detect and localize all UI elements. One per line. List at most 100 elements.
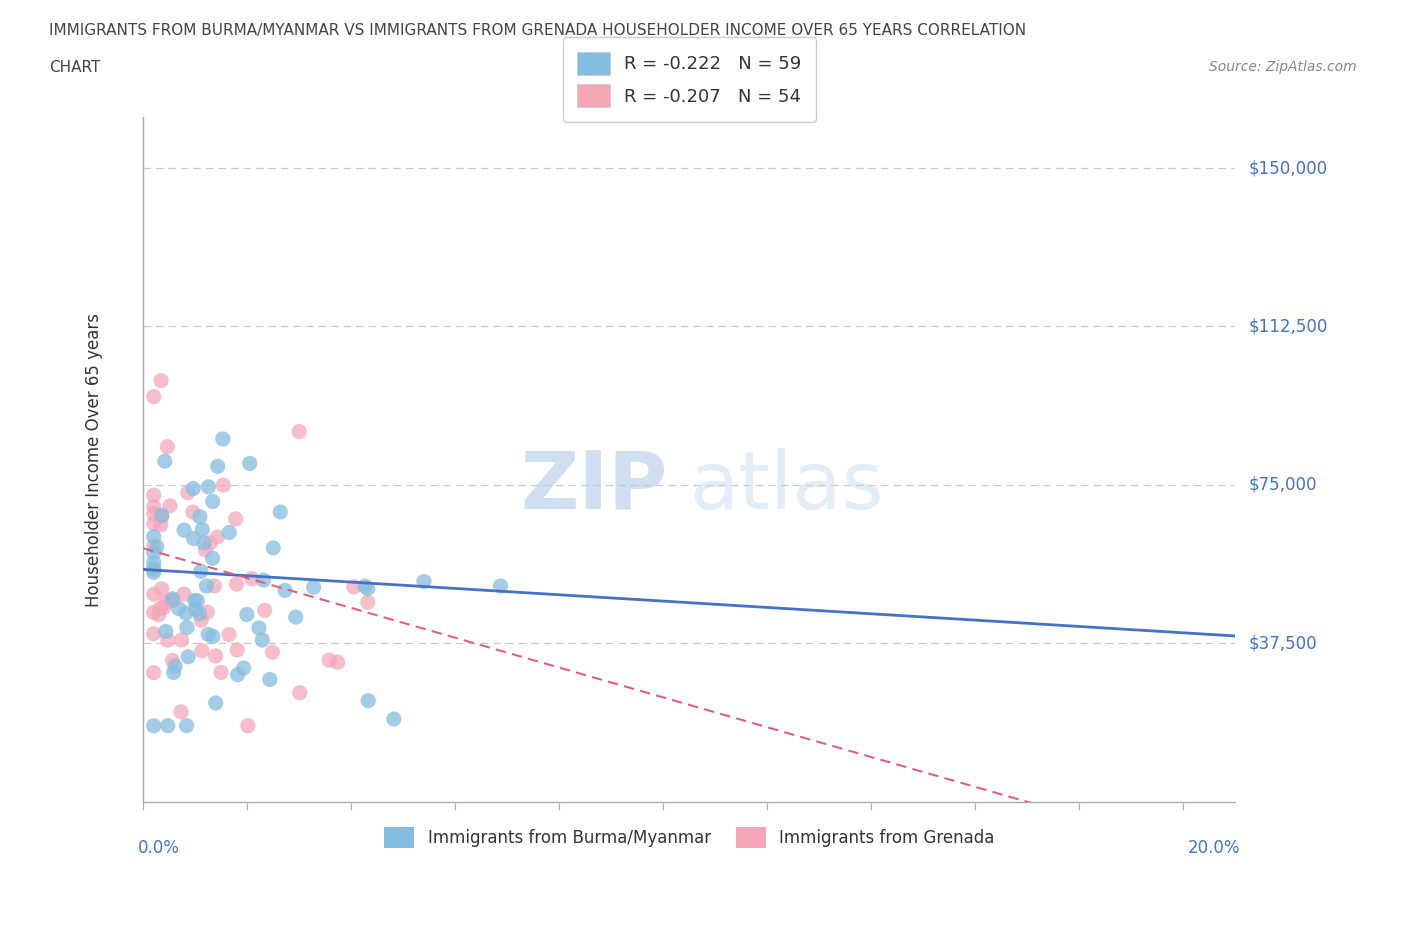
Point <box>148 607 170 622</box>
Text: ZIP: ZIP <box>520 448 668 526</box>
Text: 0.0%: 0.0% <box>138 840 180 857</box>
Point <box>170 632 193 647</box>
Point <box>181 505 204 520</box>
Point <box>142 499 165 514</box>
Point <box>202 578 225 593</box>
Point <box>173 523 195 538</box>
Text: $37,500: $37,500 <box>1249 634 1317 652</box>
Point <box>162 591 184 606</box>
Point <box>173 587 195 602</box>
Point <box>156 632 179 647</box>
Point <box>186 593 208 608</box>
Point <box>236 607 259 622</box>
Point <box>302 579 325 594</box>
Point <box>183 593 205 608</box>
Point <box>177 649 200 664</box>
Point <box>284 610 307 625</box>
Point <box>145 539 167 554</box>
Point <box>142 718 165 733</box>
Point <box>176 718 198 733</box>
Point <box>201 551 224 565</box>
Point <box>288 685 311 700</box>
Point <box>253 573 276 588</box>
Point <box>150 373 173 388</box>
Point <box>204 696 226 711</box>
Text: $112,500: $112,500 <box>1249 317 1327 336</box>
Point <box>239 456 262 471</box>
Point <box>262 540 284 555</box>
Point <box>382 711 405 726</box>
Point <box>207 529 229 544</box>
Point <box>142 529 165 544</box>
Point <box>274 583 297 598</box>
Point <box>160 593 183 608</box>
Point <box>343 579 366 594</box>
Point <box>226 643 249 658</box>
Point <box>357 595 380 610</box>
Text: 20.0%: 20.0% <box>1188 840 1240 857</box>
Point <box>142 555 165 570</box>
Point <box>142 516 165 531</box>
Point <box>184 602 207 617</box>
Point <box>155 624 177 639</box>
Point <box>167 601 190 616</box>
Point <box>197 479 219 494</box>
Point <box>357 693 380 708</box>
Point <box>240 571 263 586</box>
Point <box>142 587 165 602</box>
Point <box>190 613 212 628</box>
Point <box>176 620 198 635</box>
Point <box>142 563 165 578</box>
Point <box>150 508 173 523</box>
Point <box>181 481 204 496</box>
Point <box>354 578 377 593</box>
Point <box>156 439 179 454</box>
Point <box>209 665 232 680</box>
Point <box>326 655 349 670</box>
Point <box>226 668 249 683</box>
Point <box>193 536 215 551</box>
Point <box>198 536 221 551</box>
Point <box>195 578 218 593</box>
Point <box>142 561 165 576</box>
Point <box>197 627 219 642</box>
Legend: Immigrants from Burma/Myanmar, Immigrants from Grenada: Immigrants from Burma/Myanmar, Immigrant… <box>378 820 1001 855</box>
Point <box>212 478 235 493</box>
Point <box>142 565 165 579</box>
Point <box>190 564 212 578</box>
Point <box>252 632 274 647</box>
Point <box>207 458 229 473</box>
Point <box>155 595 177 610</box>
Text: $75,000: $75,000 <box>1249 476 1317 494</box>
Text: Source: ZipAtlas.com: Source: ZipAtlas.com <box>1209 60 1357 74</box>
Point <box>150 509 173 524</box>
Point <box>150 581 173 596</box>
Point <box>170 704 193 719</box>
Point <box>247 620 270 635</box>
Point <box>191 644 214 658</box>
Text: IMMIGRANTS FROM BURMA/MYANMAR VS IMMIGRANTS FROM GRENADA HOUSEHOLDER INCOME OVER: IMMIGRANTS FROM BURMA/MYANMAR VS IMMIGRA… <box>49 23 1026 38</box>
Point <box>152 601 174 616</box>
Point <box>489 578 512 593</box>
Point <box>201 629 224 644</box>
Point <box>212 432 235 446</box>
Point <box>232 660 254 675</box>
Point <box>162 592 184 607</box>
Point <box>204 648 226 663</box>
Point <box>225 577 247 591</box>
Point <box>142 538 165 553</box>
Point <box>188 510 211 525</box>
Point <box>188 606 211 621</box>
Point <box>149 517 172 532</box>
Point <box>191 522 214 537</box>
Point <box>156 718 179 733</box>
Point <box>195 604 218 619</box>
Point <box>159 498 181 513</box>
Point <box>153 454 176 469</box>
Point <box>318 653 340 668</box>
Text: $150,000: $150,000 <box>1249 159 1327 177</box>
Point <box>236 718 259 733</box>
Point <box>149 601 172 616</box>
Point <box>288 424 311 439</box>
Point <box>142 665 165 680</box>
